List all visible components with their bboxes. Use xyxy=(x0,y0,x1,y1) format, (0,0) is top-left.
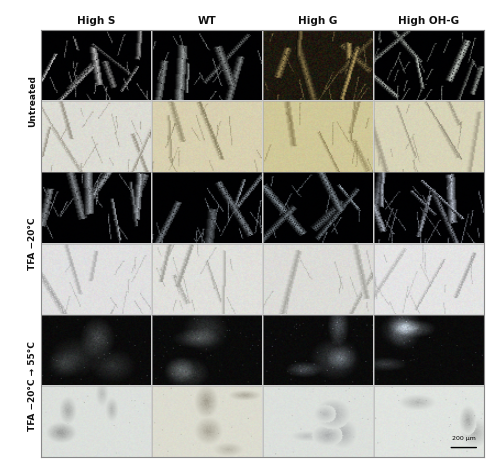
Text: 200 μm: 200 μm xyxy=(452,436,476,441)
Text: Untreated: Untreated xyxy=(28,75,37,127)
Text: WT: WT xyxy=(198,16,216,26)
Text: High G: High G xyxy=(298,16,338,26)
Text: TFA −20°C → 55°C: TFA −20°C → 55°C xyxy=(28,341,37,431)
Text: High S: High S xyxy=(77,16,115,26)
Text: TFA −20°C: TFA −20°C xyxy=(28,217,37,269)
Text: High OH-G: High OH-G xyxy=(398,16,459,26)
